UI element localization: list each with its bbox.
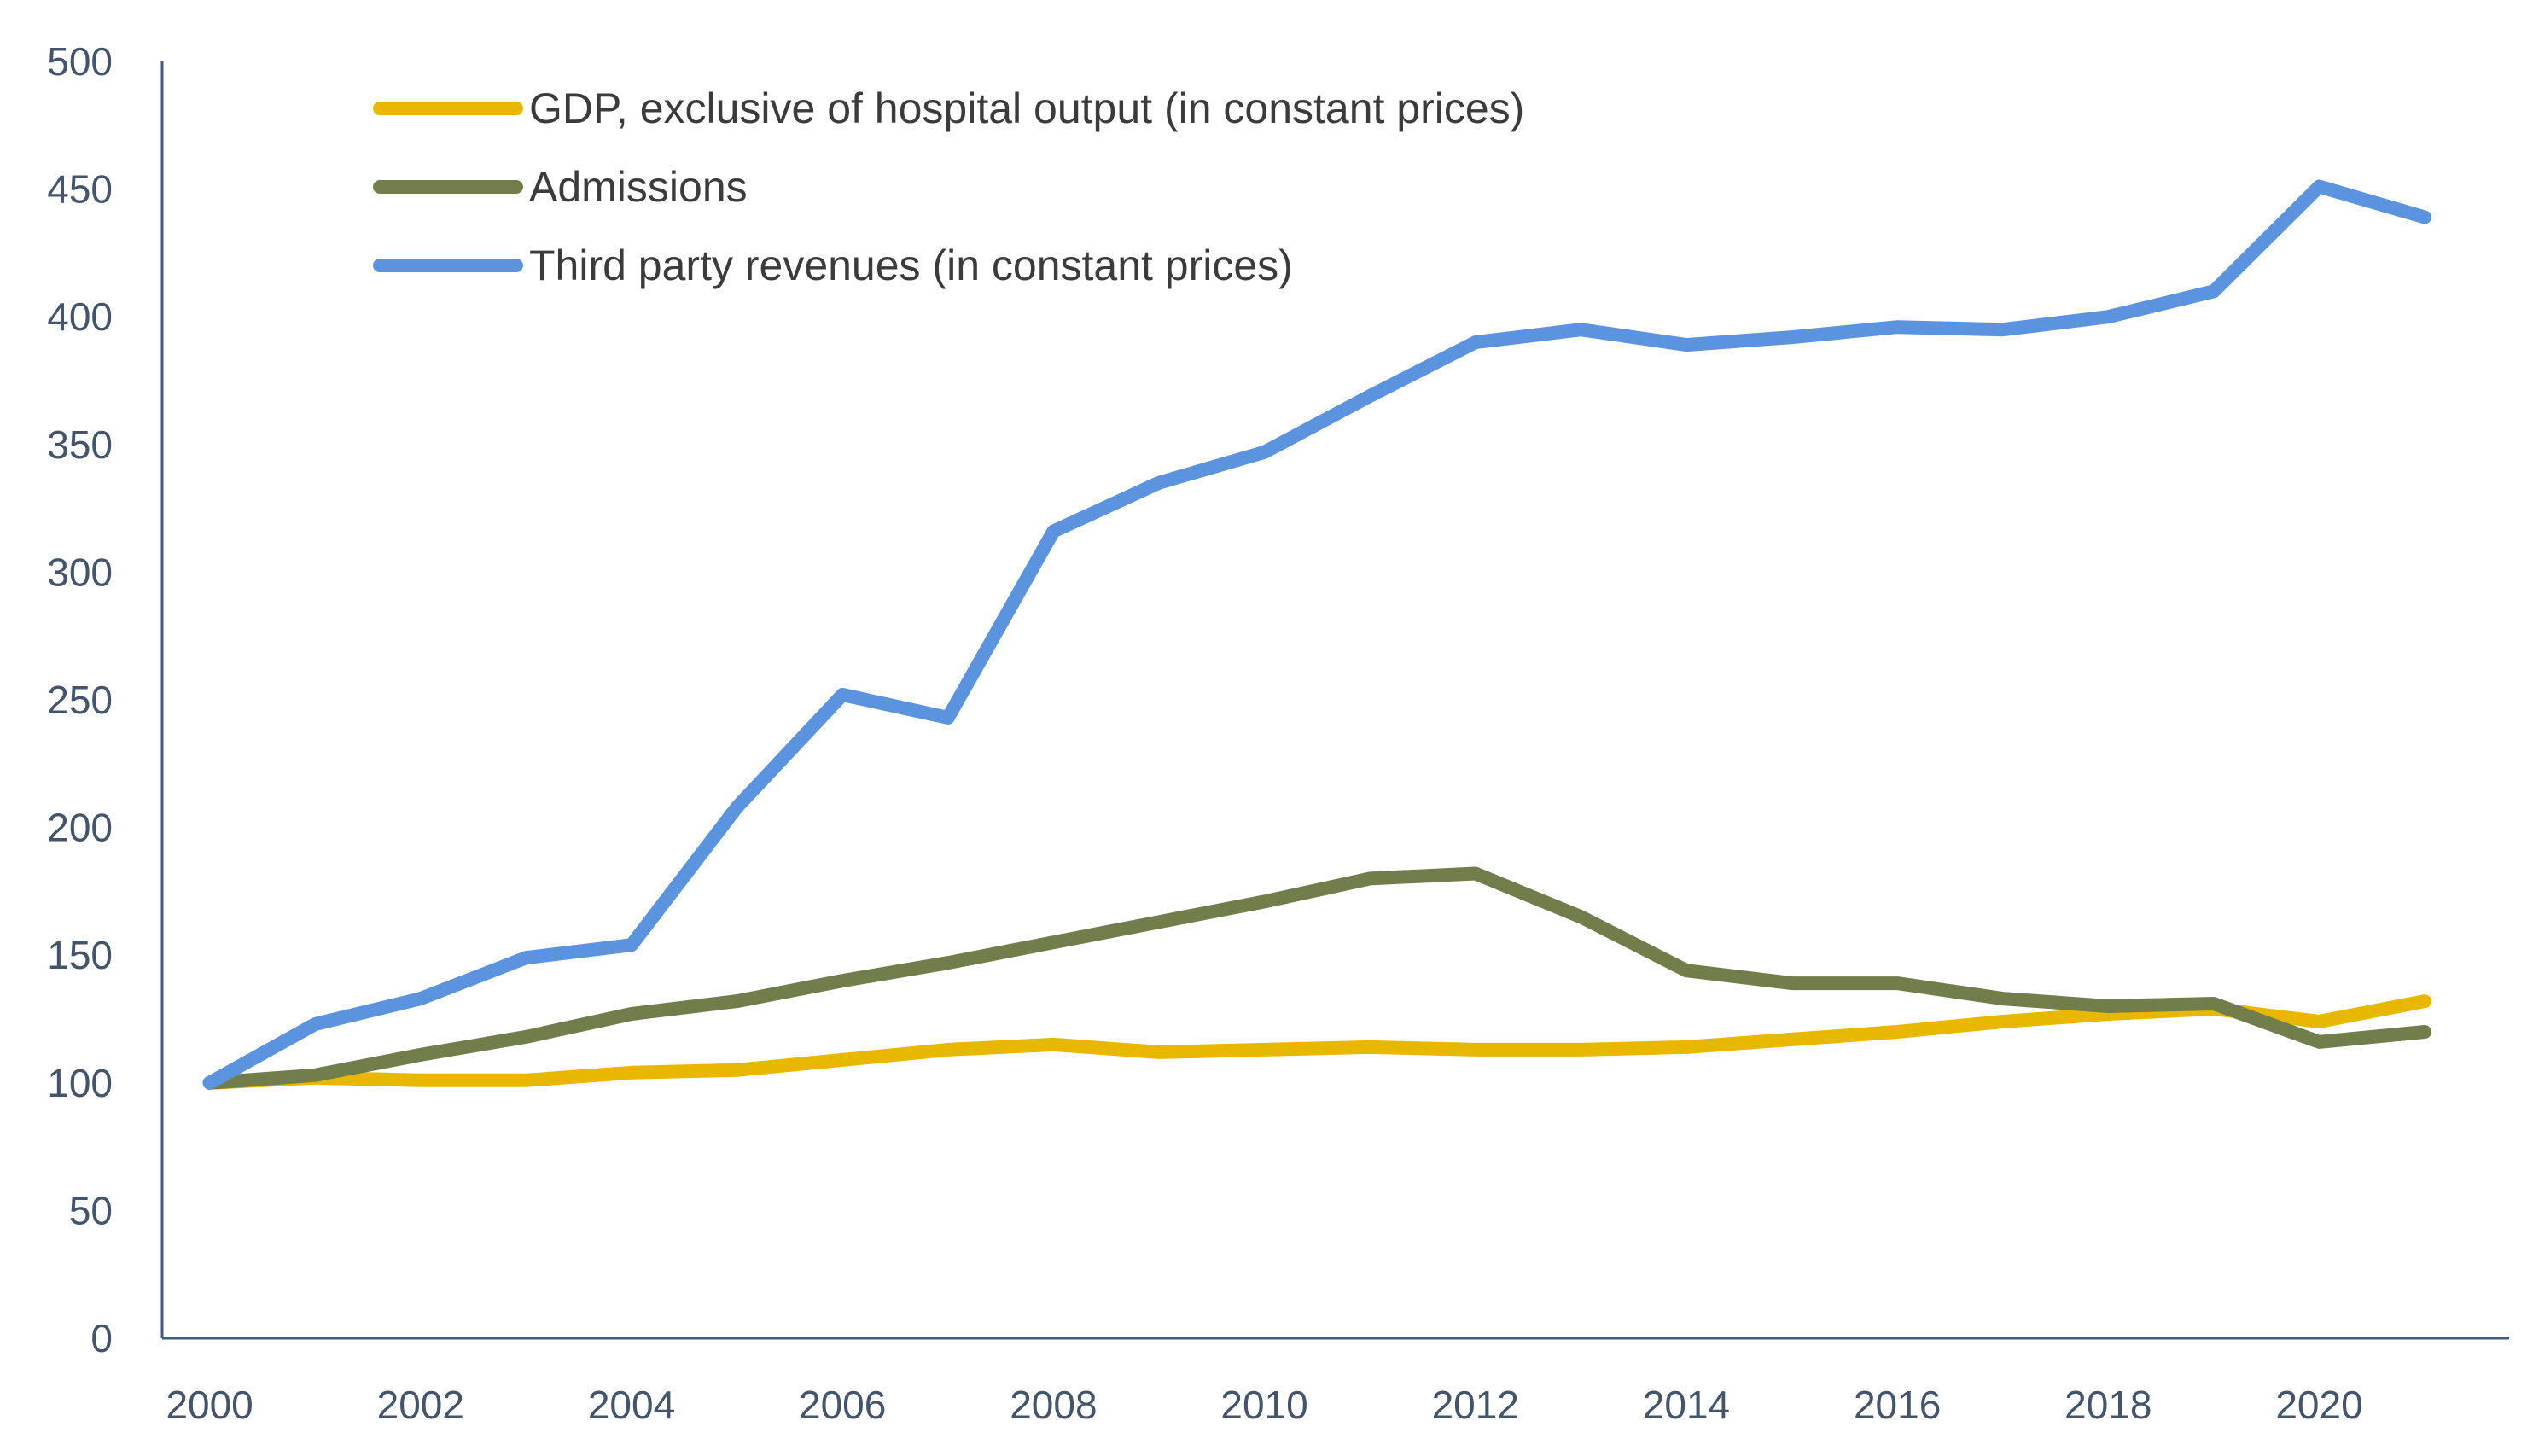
series-line-admissions xyxy=(202,866,2432,1090)
x-tick-label: 2010 xyxy=(1220,1383,1307,1427)
y-tick-label: 50 xyxy=(69,1188,113,1232)
y-tick-label: 350 xyxy=(47,422,113,467)
legend-label: Third party revenues (in constant prices… xyxy=(529,242,1293,289)
y-tick-label: 500 xyxy=(47,39,113,84)
series-line-third xyxy=(202,179,2432,1090)
y-tick-label: 0 xyxy=(90,1316,113,1360)
x-tick-label: 2006 xyxy=(799,1383,886,1427)
x-axis: 2000 2002 2004 2006 2008 2010 2012 2014 2016 2018… xyxy=(162,1337,2509,1427)
y-tick-label: 100 xyxy=(47,1061,113,1105)
y-axis: 0 50 100 150 200 250 300 350 400 450 500 xyxy=(47,39,164,1360)
x-tick-label: 2020 xyxy=(2275,1383,2362,1427)
x-tick-label: 2008 xyxy=(1010,1383,1097,1427)
x-tick-label: 2018 xyxy=(2064,1383,2152,1427)
x-tick-label: 2012 xyxy=(1432,1383,1519,1427)
y-tick-label: 300 xyxy=(47,550,113,594)
legend-label: GDP, exclusive of hospital output (in co… xyxy=(529,84,1524,132)
y-tick-label: 250 xyxy=(47,678,113,722)
x-tick-label: 2000 xyxy=(166,1383,253,1427)
y-tick-label: 450 xyxy=(47,167,113,212)
legend-label: Admissions xyxy=(529,163,748,211)
x-tick-label: 2016 xyxy=(1854,1383,1941,1427)
legend: GDP, exclusive of hospital output (in co… xyxy=(373,84,1524,289)
y-tick-label: 150 xyxy=(47,933,113,977)
series-line-gdp xyxy=(202,994,2432,1090)
x-tick-label: 2014 xyxy=(1643,1383,1730,1427)
y-tick-label: 200 xyxy=(47,806,113,850)
y-tick-label: 400 xyxy=(47,294,113,339)
series-lines xyxy=(202,179,2432,1090)
x-tick-label: 2004 xyxy=(588,1383,675,1427)
x-tick-label: 2002 xyxy=(377,1383,464,1427)
